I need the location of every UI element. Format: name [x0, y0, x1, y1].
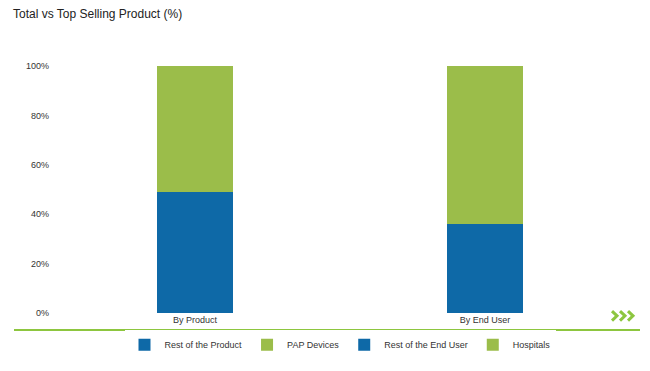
svg-text:Total vs Top Selling Product (: Total vs Top Selling Product (%) — [13, 7, 182, 21]
svg-text:20%: 20% — [31, 259, 49, 269]
svg-text:60%: 60% — [31, 160, 49, 170]
svg-text:0%: 0% — [36, 308, 49, 318]
svg-text:Hospitals: Hospitals — [513, 340, 551, 350]
svg-text:80%: 80% — [31, 111, 49, 121]
svg-text:40%: 40% — [31, 209, 49, 219]
svg-text:Rest of the End User: Rest of the End User — [384, 340, 468, 350]
svg-text:By End User: By End User — [460, 315, 511, 325]
svg-text:100%: 100% — [26, 61, 49, 71]
svg-text:By Product: By Product — [173, 315, 218, 325]
svg-text:Rest of the Product: Rest of the Product — [165, 340, 243, 350]
svg-text:PAP Devices: PAP Devices — [287, 340, 339, 350]
